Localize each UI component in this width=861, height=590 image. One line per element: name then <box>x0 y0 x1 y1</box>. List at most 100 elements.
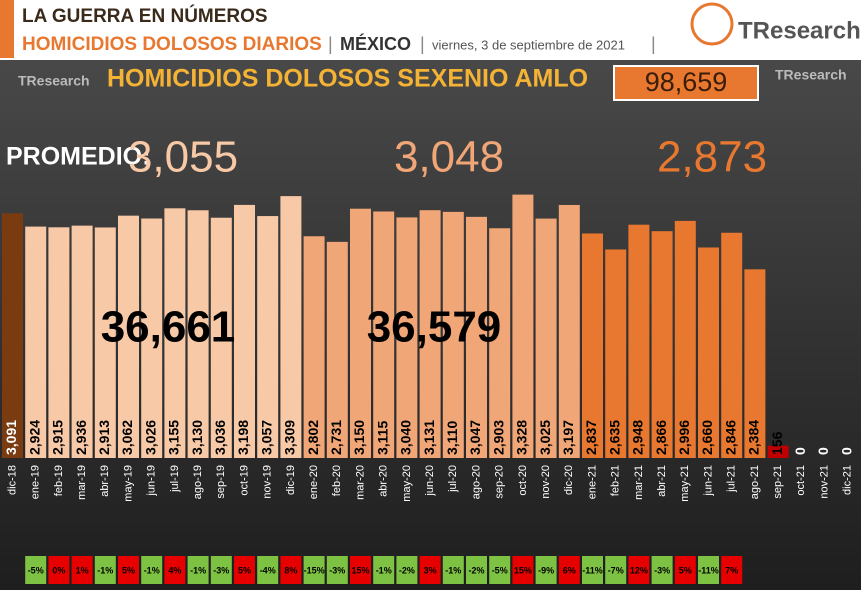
change-label: 3% <box>424 565 437 575</box>
change-box <box>651 556 673 584</box>
value-label: 2,384 <box>746 420 762 455</box>
value-label: 3,040 <box>398 420 414 455</box>
change-box <box>442 556 464 584</box>
x-tick-label: jun-19 <box>146 465 158 497</box>
value-label: 0 <box>815 447 831 455</box>
x-tick-label: feb-20 <box>331 465 343 496</box>
average: 2,873 <box>657 133 767 182</box>
x-tick-label: feb-19 <box>53 465 65 496</box>
bar <box>71 225 93 458</box>
change-box <box>25 556 47 584</box>
x-tick-label: ago-20 <box>470 465 482 499</box>
bar <box>535 218 557 458</box>
change-label: -2% <box>399 565 415 575</box>
value-label: 3,026 <box>142 420 158 455</box>
bar <box>628 224 650 458</box>
value-label: 2,924 <box>26 420 42 455</box>
bar <box>442 211 464 458</box>
average-title: PROMEDIO: <box>6 143 150 171</box>
change-label: 12% <box>630 565 648 575</box>
bar <box>25 226 47 458</box>
change-box <box>118 556 139 584</box>
change-box <box>674 556 696 584</box>
x-tick-label: oct-19 <box>238 465 250 496</box>
x-tick-label: dic-19 <box>285 465 297 495</box>
value-label: 0 <box>838 447 854 455</box>
chart-title: HOMICIDIOS DOLOSOS SEXENIO AMLO <box>107 65 588 93</box>
header-accent <box>0 0 14 58</box>
bar <box>767 445 789 458</box>
value-label: 3,062 <box>119 420 135 455</box>
separator: | <box>651 34 656 54</box>
change-label: 5% <box>122 565 135 575</box>
x-tick-label: ago-19 <box>192 465 204 499</box>
value-label: 2,731 <box>328 420 344 455</box>
x-tick-label: ene-20 <box>308 465 320 499</box>
change-label: -1% <box>97 565 113 575</box>
x-tick-label: oct-21 <box>795 465 807 496</box>
value-label: 2,660 <box>699 420 715 455</box>
change-box <box>535 556 557 584</box>
change-label: 1% <box>76 565 89 575</box>
change-label: -1% <box>144 565 160 575</box>
x-tick-label: sep-21 <box>772 465 784 499</box>
bar <box>582 233 603 458</box>
average: 3,048 <box>394 133 504 182</box>
change-box <box>558 556 580 584</box>
change-label: 0% <box>52 565 65 575</box>
change-box <box>489 556 511 584</box>
header-line1: LA GUERRA EN NÚMEROS <box>22 5 268 27</box>
change-label: 15% <box>514 565 532 575</box>
bar <box>303 236 325 458</box>
x-tick-label: nov-19 <box>262 465 274 499</box>
x-tick-label: ene-21 <box>586 465 598 499</box>
x-tick-label: abr-19 <box>99 465 111 497</box>
value-label: 2,913 <box>96 420 112 455</box>
total-box <box>613 65 759 101</box>
change-box <box>234 556 255 584</box>
change-box <box>257 556 279 584</box>
change-label: -3% <box>213 565 229 575</box>
change-label: -7% <box>608 565 624 575</box>
change-box <box>94 556 116 584</box>
bar <box>721 232 743 458</box>
change-label: -4% <box>260 565 276 575</box>
period-sum: 36,579 <box>367 303 502 352</box>
change-box <box>628 556 650 584</box>
x-tick-label: nov-21 <box>818 465 830 499</box>
value-label: 3,155 <box>166 420 182 455</box>
value-label: 2,936 <box>73 420 89 455</box>
change-box <box>466 556 487 584</box>
x-tick-label: ago-21 <box>749 465 761 499</box>
change-label: -1% <box>445 565 461 575</box>
value-label: 3,025 <box>537 420 553 455</box>
x-tick-label: jul-21 <box>726 465 738 493</box>
value-label: 3,110 <box>444 421 460 455</box>
value-label: 2,915 <box>50 420 66 455</box>
separator: | <box>328 34 333 54</box>
x-tick-label: abr-21 <box>656 465 668 497</box>
bar <box>141 218 163 458</box>
logo-small: TResearch <box>18 73 90 89</box>
bar <box>651 231 673 458</box>
header-place: MÉXICO <box>340 33 411 54</box>
bar <box>373 211 395 458</box>
change-box <box>280 556 302 584</box>
bar <box>2 213 23 458</box>
x-tick-label: mar-21 <box>633 465 645 500</box>
change-label: -9% <box>538 565 554 575</box>
change-box <box>512 556 534 584</box>
value-label: 3,150 <box>351 420 367 455</box>
bar <box>187 210 209 458</box>
header-line2: HOMICIDIOS DOLOSOS DIARIOS <box>22 34 322 55</box>
value-label: 2,996 <box>676 420 692 455</box>
bar <box>674 220 696 458</box>
x-tick-label: dic-21 <box>842 465 854 495</box>
bar <box>419 210 441 458</box>
change-box <box>350 556 371 584</box>
change-label: 6% <box>563 565 576 575</box>
x-tick-label: may-19 <box>122 465 134 502</box>
change-box <box>141 556 163 584</box>
bar <box>744 269 766 458</box>
